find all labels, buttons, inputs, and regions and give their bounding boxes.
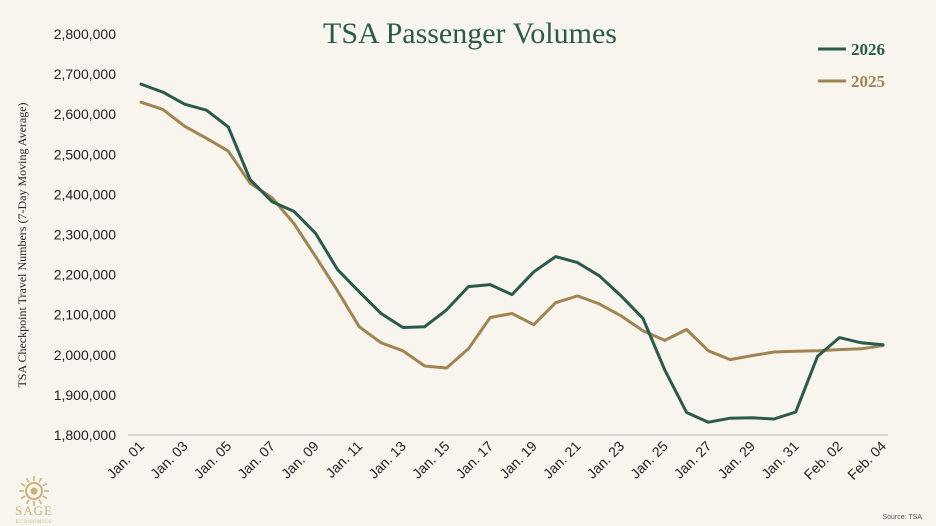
plot-area [139, 82, 885, 424]
logo-name: SAGE [15, 503, 53, 518]
x-tick-label: Jan. 15 [409, 438, 453, 482]
x-tick-label: Jan. 11 [322, 438, 365, 481]
x-axis: Jan. 01 Jan. 03 Jan. 05 Jan. 07 Jan. 09 Jan. … [103, 438, 889, 483]
legend-label-2025: 2025 [851, 72, 885, 91]
x-tick-label: Jan. 23 [583, 438, 627, 482]
x-tick-label: Jan. 01 [103, 438, 147, 482]
y-tick-label: 2,100,000 [54, 307, 116, 323]
sage-logo: SAGE ECONOMICS [15, 476, 53, 525]
y-tick-label: 2,000,000 [54, 347, 116, 363]
y-axis: 1,800,000 1,900,000 2,000,000 2,100,000 2,20… [54, 26, 116, 443]
y-tick-label: 2,500,000 [54, 146, 116, 162]
sun-icon [19, 476, 49, 506]
x-tick-label: Jan. 07 [234, 438, 278, 482]
x-tick-label: Jan. 17 [453, 438, 497, 482]
y-axis-label: TSA Checkpoint Travel Numbers (7-Day Mov… [15, 102, 29, 387]
y-tick-label: 2,400,000 [54, 186, 116, 202]
x-tick-label: Jan. 13 [365, 438, 409, 482]
x-tick-label: Jan. 05 [191, 438, 235, 482]
y-tick-label: 1,800,000 [54, 427, 116, 443]
x-tick-label: Jan. 19 [496, 438, 540, 482]
x-tick-label: Jan. 25 [627, 438, 671, 482]
x-tick-label: Jan. 29 [714, 438, 758, 482]
x-tick-label: Jan. 03 [147, 438, 191, 482]
series-line-2025 [139, 100, 885, 370]
y-tick-label: 2,800,000 [54, 26, 116, 42]
x-tick-label: Feb. 02 [801, 438, 846, 483]
x-tick-label: Feb. 04 [844, 438, 889, 483]
x-tick-label: Jan. 27 [671, 438, 715, 482]
source-note: Source: TSA [882, 514, 922, 521]
series-line-2026 [139, 82, 885, 424]
x-tick-label: Jan. 21 [540, 438, 584, 482]
chart-title: TSA Passenger Volumes [323, 17, 617, 50]
y-tick-label: 2,600,000 [54, 106, 116, 122]
y-tick-label: 2,700,000 [54, 66, 116, 82]
legend-label-2026: 2026 [851, 40, 885, 59]
y-tick-label: 2,200,000 [54, 267, 116, 283]
legend: 2026 2025 [818, 40, 885, 91]
x-tick-label: Jan. 09 [278, 438, 322, 482]
y-tick-label: 1,900,000 [54, 387, 116, 403]
logo-tagline: ECONOMICS [16, 520, 53, 525]
y-tick-label: 2,300,000 [54, 227, 116, 243]
x-tick-label: Jan. 31 [758, 438, 802, 482]
